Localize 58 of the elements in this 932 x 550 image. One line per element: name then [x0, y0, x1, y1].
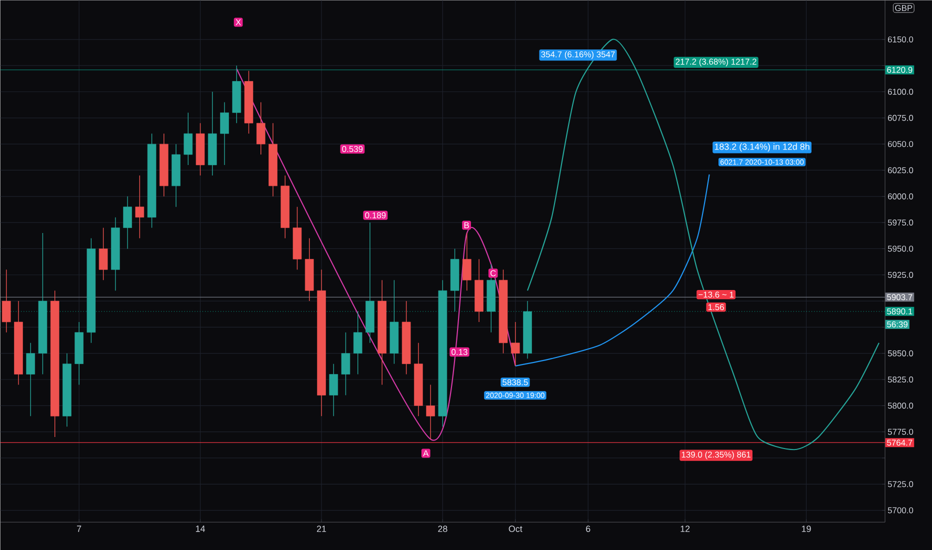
y-tick-label: 6150.0	[888, 36, 914, 42]
candlestick	[2, 269, 11, 333]
annotation: 217.2 (3.68%) 1217.2	[676, 58, 756, 66]
y-tick-label: 6025.0	[888, 167, 914, 174]
x-tick-label: 6	[586, 526, 590, 532]
y-tick-label: 5975.0	[888, 219, 914, 226]
candlestick	[26, 342, 35, 416]
x-tick-label: 7	[77, 526, 82, 532]
y-tick-label: 5775.0	[888, 428, 914, 435]
annotation: 139.0 (2.35%) 861	[682, 451, 750, 460]
ref-line-label: 5903.7	[887, 294, 912, 300]
candlestick	[123, 196, 132, 249]
annotation: 0.13	[452, 348, 468, 355]
annotation: 1.56	[708, 304, 724, 310]
y-tick-label: 6100.0	[888, 88, 914, 95]
x-tick-label: 14	[196, 526, 205, 532]
y-tick-label: 5725.0	[888, 481, 914, 488]
ref-line-label: 6120.9	[887, 66, 912, 73]
annotation: C	[490, 270, 496, 276]
candlestick	[135, 175, 144, 239]
y-tick-label: 6075.0	[888, 114, 914, 121]
candlestick	[98, 227, 108, 280]
candlestick	[341, 332, 350, 396]
x-tick-label: Oct	[508, 526, 522, 532]
annotation: B	[464, 222, 469, 228]
candlestick	[426, 384, 435, 440]
annotation: 183.2 (3.14%) in 12d 8h	[714, 143, 810, 152]
text: GBP	[895, 4, 912, 11]
x-tick-label: 28	[438, 526, 448, 532]
y-tick-label: 5800.0	[888, 402, 914, 409]
y-tick-label: 6000.0	[888, 193, 914, 200]
annotation: 354.7 (6.16%) 3547	[541, 51, 615, 59]
y-tick-label: 5850.0	[888, 350, 914, 356]
annotation: X	[236, 19, 241, 26]
y-tick-label: 6050.0	[888, 141, 914, 147]
candlestick	[462, 232, 472, 291]
y-tick-label: 5950.0	[888, 246, 914, 252]
annotation: 5838.5	[502, 379, 528, 386]
candlestick	[256, 102, 266, 155]
annotation: −13.6 ~ 1	[698, 292, 734, 298]
annotation: A	[423, 450, 429, 456]
candlestick	[353, 311, 362, 375]
x-tick-label: 21	[316, 526, 326, 532]
y-tick-label: 5925.0	[888, 272, 914, 278]
ref-line-label: 5890.1	[887, 308, 912, 314]
candlestick	[510, 322, 520, 366]
candlestick	[329, 363, 338, 416]
line-series	[526, 38, 880, 450]
text: 56:39	[887, 321, 908, 328]
candlestick	[184, 112, 193, 166]
x-tick-label: 12	[680, 526, 690, 532]
annotation: 0.539	[342, 146, 363, 152]
candlestick	[220, 102, 229, 166]
y-tick-label: 5825.0	[888, 376, 914, 382]
x-tick-label: 19	[802, 526, 811, 532]
y-tick-label: 5700.0	[888, 507, 914, 514]
ref-line-label: 5764.7	[887, 440, 912, 446]
annotation: 0.189	[365, 212, 386, 218]
